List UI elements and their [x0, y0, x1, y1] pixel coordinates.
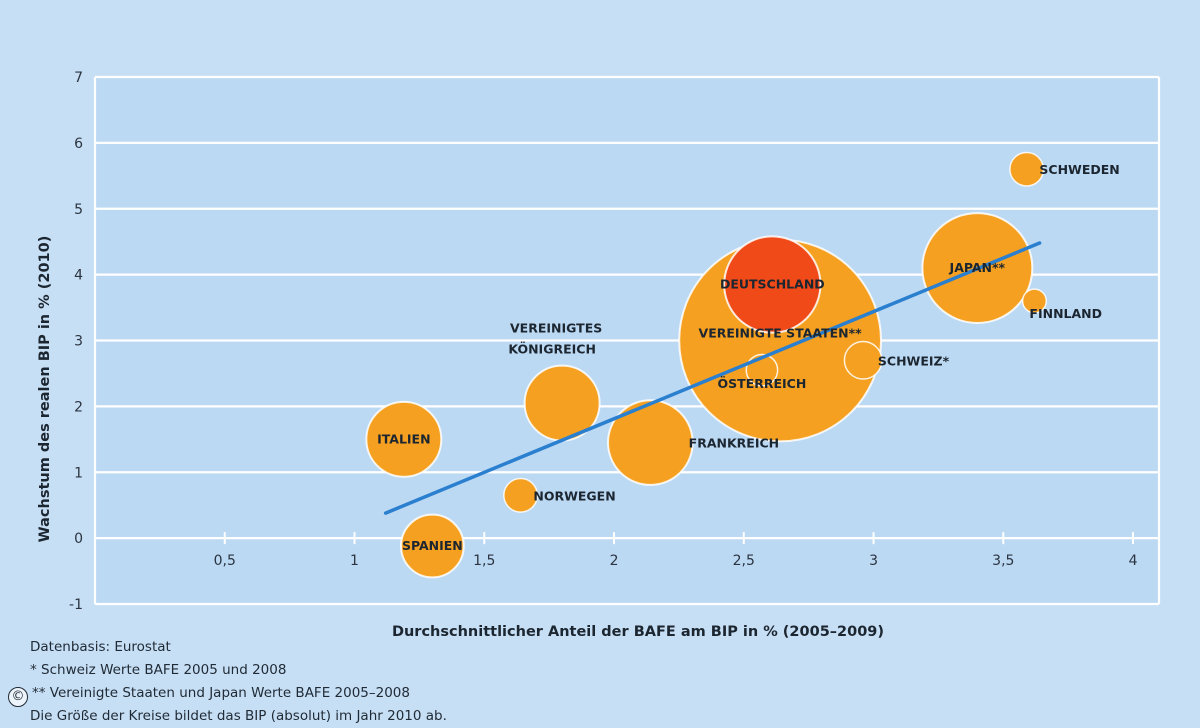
x-tick-label: 3 [869, 553, 878, 569]
x-tick-label: 2,5 [733, 553, 755, 569]
copyright-icon: © [8, 687, 28, 707]
bubble-label: SCHWEIZ* [878, 353, 950, 368]
x-tick-label: 1 [350, 553, 359, 569]
note-source: Datenbasis: Eurostat [30, 639, 171, 655]
bubble-label: FRANKREICH [689, 436, 779, 451]
bubble-label: ÖSTERREICH [718, 376, 807, 391]
grid-lines [93, 75, 1161, 606]
bubble-point [400, 513, 465, 579]
bubble-point [365, 400, 443, 478]
y-tick-label: 3 [74, 334, 83, 350]
x-tick-label: 2 [610, 553, 619, 569]
bubble-point [843, 340, 883, 380]
note-schweiz: * Schweiz Werte BAFE 2005 und 2008 [30, 662, 287, 678]
y-tick-label: 2 [74, 399, 83, 415]
bubble-label: DEUTSCHLAND [720, 277, 825, 292]
bubble-point [1021, 288, 1048, 314]
y-tick-label: 0 [74, 531, 83, 547]
x-tick-label: 1,5 [473, 553, 495, 569]
bubble-labels: SCHWEDEN JAPAN** FINNLAND VEREINIGTE STAATE… [377, 162, 1120, 553]
bubble-label: KÖNIGREICH [508, 342, 596, 357]
bubble-label: VEREINIGTES [510, 321, 602, 336]
bubble-label: VEREINIGTE STAATEN** [699, 326, 863, 341]
note-usa-japan: ** Vereinigte Staaten und Japan Werte BA… [32, 685, 410, 701]
y-tick-label: 5 [74, 202, 83, 218]
bubble-point [723, 235, 822, 334]
trendline [383, 241, 1042, 515]
tick-labels: -1 0 1 2 3 4 5 6 7 0,5 1 1,5 2 2,5 3 3,5 4 [69, 70, 1138, 613]
bubble-point [1009, 151, 1045, 187]
trendline-layer [383, 241, 1042, 515]
y-tick-label: -1 [69, 597, 83, 613]
bubble-label: FINNLAND [1029, 306, 1102, 321]
x-tick-label: 0,5 [214, 553, 236, 569]
bubble-point [503, 477, 539, 513]
bubble-label: SCHWEDEN [1039, 162, 1119, 177]
bubbles [365, 151, 1048, 579]
y-tick-label: 6 [74, 136, 83, 152]
x-axis-title: Durchschnittlicher Anteil der BAFE am BI… [392, 624, 884, 640]
y-tick-label: 1 [74, 465, 83, 481]
y-axis-title: Wachstum des realen BIP in % (2010) [37, 236, 53, 543]
bubble-label: ITALIEN [377, 431, 431, 446]
bubble-point [607, 399, 694, 486]
y-tick-label: 7 [74, 70, 83, 86]
x-tick-label: 4 [1129, 553, 1138, 569]
bubble-label: SPANIEN [402, 538, 463, 553]
footnotes: Datenbasis: Eurostat * Schweiz Werte BAF… [30, 636, 930, 728]
bubble-label: NORWEGEN [533, 488, 615, 503]
note-bubble-size: Die Größe der Kreise bildet das BIP (abs… [30, 708, 447, 724]
bubble-label: JAPAN** [949, 260, 1006, 275]
y-tick-label: 4 [74, 268, 83, 284]
x-tick-label: 3,5 [992, 553, 1014, 569]
